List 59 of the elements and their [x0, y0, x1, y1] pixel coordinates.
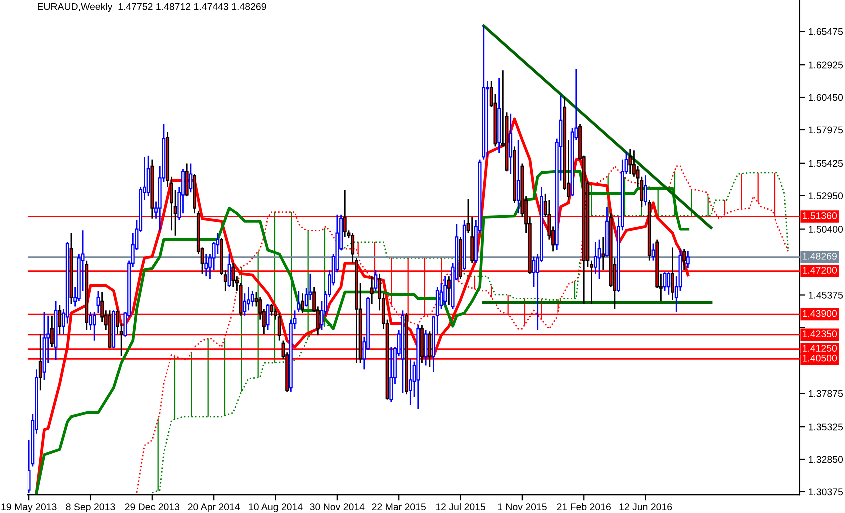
ref-line-label: 1.41250: [803, 345, 838, 352]
ref-line-label: 1.48269: [803, 253, 837, 260]
y-tick-label: 1.30375: [809, 488, 844, 496]
candlestick: [424, 330, 428, 366]
x-tick-label: 1 Nov 2015: [498, 504, 547, 511]
candlestick: [250, 290, 254, 308]
candlestick: [444, 276, 448, 306]
ref-line-label: 1.42350: [803, 330, 838, 338]
candlestick: [644, 174, 648, 206]
candlestick: [663, 272, 667, 292]
candlestick: [204, 254, 208, 278]
x-tick-label: 19 May 2013: [2, 504, 57, 512]
x-tick-label: 22 Mar 2015: [372, 504, 426, 511]
ref-line-label: 1.51360: [803, 212, 838, 220]
y-tick-label: 1.32850: [809, 456, 844, 464]
y-tick-label: 1.65475: [809, 28, 844, 36]
candlestick: [408, 358, 412, 406]
candlestick: [594, 242, 598, 275]
x-tick-label: 29 Dec 2013: [125, 504, 180, 511]
x-tick-label: 12 Jun 2016: [620, 504, 672, 511]
candlestick: [390, 346, 394, 404]
x-tick-label: 12 Jul 2015: [436, 503, 486, 511]
y-tick-label: 1.45375: [809, 292, 844, 299]
candlestick: [89, 311, 92, 332]
x-tick-label: 21 Feb 2016: [557, 503, 611, 511]
x-tick-label: 20 Apr 2014: [188, 504, 240, 512]
candlestick: [185, 163, 189, 198]
y-tick-label: 1.35325: [809, 424, 844, 431]
candlestick: [686, 250, 690, 269]
candlestick: [447, 276, 451, 306]
candlestick: [228, 254, 232, 288]
candlestick: [652, 243, 656, 262]
candlestick: [146, 155, 150, 198]
candlestick: [628, 148, 632, 175]
ref-line-label: 1.47200: [803, 267, 838, 274]
candlestick: [297, 290, 301, 313]
y-tick-label: 1.57975: [809, 126, 844, 134]
candlestick: [92, 311, 96, 342]
ref-line-label: 1.43900: [803, 310, 838, 318]
x-tick-label: 30 Nov 2014: [310, 504, 365, 511]
candlestick: [189, 163, 193, 194]
candlestick: [370, 276, 374, 305]
candlestick: [266, 303, 270, 332]
y-tick-label: 1.52950: [809, 192, 844, 200]
candlestick: [509, 113, 513, 175]
ref-line-label: 1.40500: [803, 354, 838, 362]
candlestick: [667, 272, 671, 296]
y-tick-label: 1.60450: [809, 94, 844, 102]
x-tick-label: 8 Sep 2013: [66, 504, 116, 512]
candlestick: [374, 269, 378, 292]
y-tick-label: 1.50400: [809, 226, 844, 233]
x-tick-label: 10 Aug 2014: [249, 504, 303, 512]
y-tick-label: 1.37875: [809, 390, 844, 398]
chart-title: EURAUD,Weekly 1.47752 1.48712 1.47443 1.48269: [38, 3, 266, 12]
candlestick: [486, 80, 490, 158]
y-tick-label: 1.55425: [809, 160, 844, 168]
y-tick-label: 1.62925: [809, 62, 844, 69]
candlestick: [96, 290, 100, 314]
candlestick: [516, 139, 520, 214]
